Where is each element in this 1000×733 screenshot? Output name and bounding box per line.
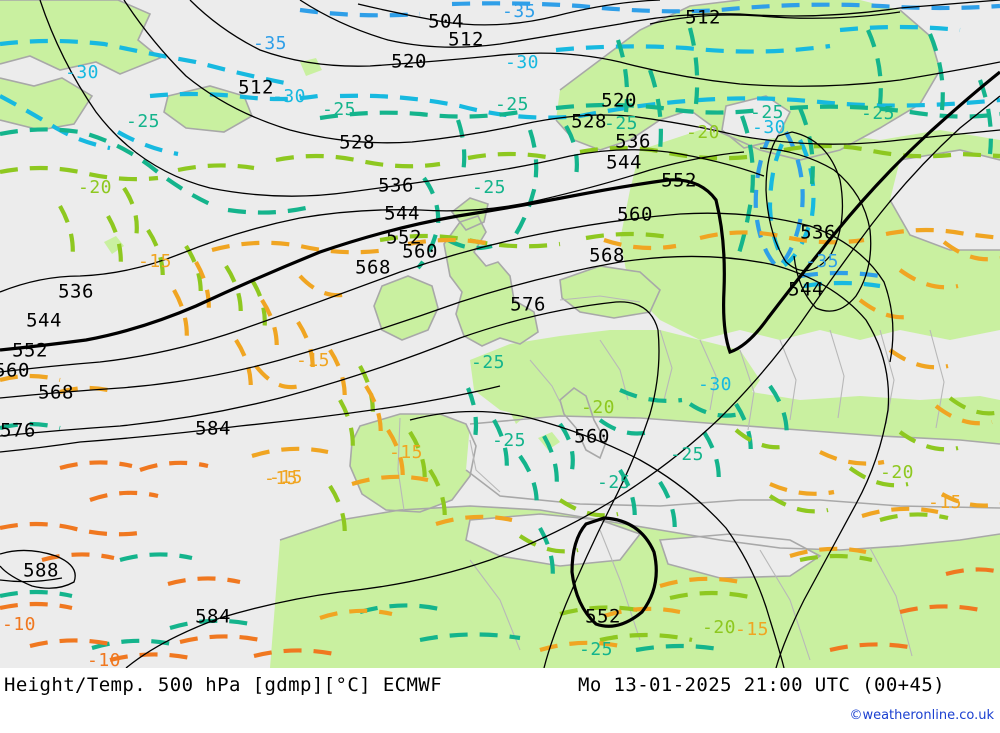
temp-label--35-2: -35 [805,251,839,272]
height-label-512-2: 512 [685,7,721,29]
temp-contour--20 [0,143,1000,643]
map-footer: Height/Temp. 500 hPa [gdmp][°C] ECMWF Mo… [0,668,1000,733]
height-contour-544 [0,151,745,293]
temp-label--30-6: -30 [752,117,786,138]
height-label-588-31: 588 [23,560,59,582]
temp-contour--15 [0,227,1000,653]
temp-label--20-20: -20 [78,177,112,198]
height-label-528-7: 528 [571,111,607,133]
height-contour-520 [189,0,1000,87]
temp-label--25-19: -25 [579,639,613,660]
height-label-552-16: 552 [386,227,422,249]
height-label-552-19: 552 [585,606,621,628]
temp-label--25-18: -25 [670,444,704,465]
temp-label--35-0: -35 [253,33,287,54]
temp-label--30-4: -30 [272,86,306,107]
height-label-536-11: 536 [800,222,836,244]
height-label-512-1: 512 [448,29,484,51]
temp-label--20-23: -20 [880,462,914,483]
temp-label--10-33: -10 [87,650,121,668]
height-contour-512 [299,0,1000,48]
temp-label--20-22: -20 [581,397,615,418]
temp-label--25-11: -25 [750,102,784,123]
height-contour-576 [0,301,660,668]
temp-label--25-15: -25 [604,113,638,134]
height-label-552-17: 552 [661,170,697,192]
height-contour-504 [357,0,661,26]
copyright-credit[interactable]: ©weatheronline.co.uk [849,708,994,723]
temp-label--15-25: -15 [138,251,172,272]
temp-label--15-31: -15 [735,619,769,640]
temperature-contour-layer [0,1,1000,663]
temp-label--20-24: -20 [702,617,736,638]
height-label-512-3: 512 [238,77,274,99]
height-label-568-25: 568 [589,245,625,267]
height-contour-560 [0,212,894,373]
height-label-576-28: 576 [0,420,36,442]
temp-label--20-21: -20 [686,122,720,143]
landmass-layer [0,0,1000,668]
height-label-576-27: 576 [510,294,546,316]
map-canvas[interactable]: 504 512 512 512 520 520 528 528 536 536 536 536 544 5… [0,0,1000,668]
height-label-568-24: 568 [355,257,391,279]
height-label-528-6: 528 [339,132,375,154]
temp-label--25-17: -25 [597,472,631,493]
temp-label--25-13: -25 [472,177,506,198]
map-svg[interactable]: 5045125125125205205285285365365365365445… [0,0,1000,668]
height-contour-584-upper [0,385,501,453]
temp-label--15-26: -15 [296,350,330,371]
height-label-552-18: 552 [12,340,48,362]
height-contour-552-low-bold [570,516,658,628]
temp-label--15-29: -15 [264,468,298,489]
temp-label--30-5: -30 [505,52,539,73]
height-label-544-14: 544 [26,310,62,332]
height-contour-536-low [765,131,844,272]
height-label-544-13: 544 [606,152,642,174]
temp-label--30-7: -30 [698,374,732,395]
height-contour-560-med [409,410,785,668]
height-label-520-5: 520 [601,90,637,112]
temp-label--25-16: -25 [492,430,526,451]
height-label-536-9: 536 [615,131,651,153]
height-label-560-20: 560 [402,241,438,263]
height-label-568-26: 568 [38,382,74,404]
height-label-520-4: 520 [391,51,427,73]
height-contour-588 [0,549,76,589]
height-label-560-22: 560 [0,360,30,382]
height-label-544-15: 544 [788,279,824,301]
height-contour-568 [0,255,890,668]
temp-label--25-8: -25 [126,111,160,132]
temp-label--10-32: -10 [2,614,36,635]
height-label-560-21: 560 [617,204,653,226]
temp-label--15-27: -15 [389,442,423,463]
temperature-label-group: -35-35-35-30-30-30-30-30-25-25 -25 -25 -25-… [2,1,962,668]
temp-label--30-3: -30 [65,62,99,83]
temp-label--25-14: -25 [471,352,505,373]
height-label-536-8: 536 [378,175,414,197]
forecast-timestamp: Mo 13-01-2025 21:00 UTC (00+45) [578,674,946,696]
height-contour-528 [123,0,1000,145]
temp-label--25-12: -25 [861,103,895,124]
height-contour-layer [0,0,1000,668]
temp-label--35-1: -35 [502,1,536,22]
height-label-504-0: 504 [428,11,464,33]
temp-label--25-10: -25 [495,94,529,115]
height-contour-552-bold [0,70,1000,355]
temp-contour--10 [0,460,1000,663]
temp-label--15-28: -15 [269,467,303,488]
map-title: Height/Temp. 500 hPa [gdmp][°C] ECMWF [4,674,443,696]
height-label-584-30: 584 [195,606,231,628]
height-label-560-23: 560 [574,426,610,448]
height-label-group: 5045125125125205205285285365365365365445… [0,7,836,628]
height-label-584-29: 584 [195,418,231,440]
height-label-536-10: 536 [58,281,94,303]
height-contour-536 [39,0,765,197]
temp-label--25-9: -25 [322,99,356,120]
temp-label--15-30: -15 [928,492,962,513]
height-label-544-12: 544 [384,203,420,225]
height-contour-584-lower [125,95,1000,668]
